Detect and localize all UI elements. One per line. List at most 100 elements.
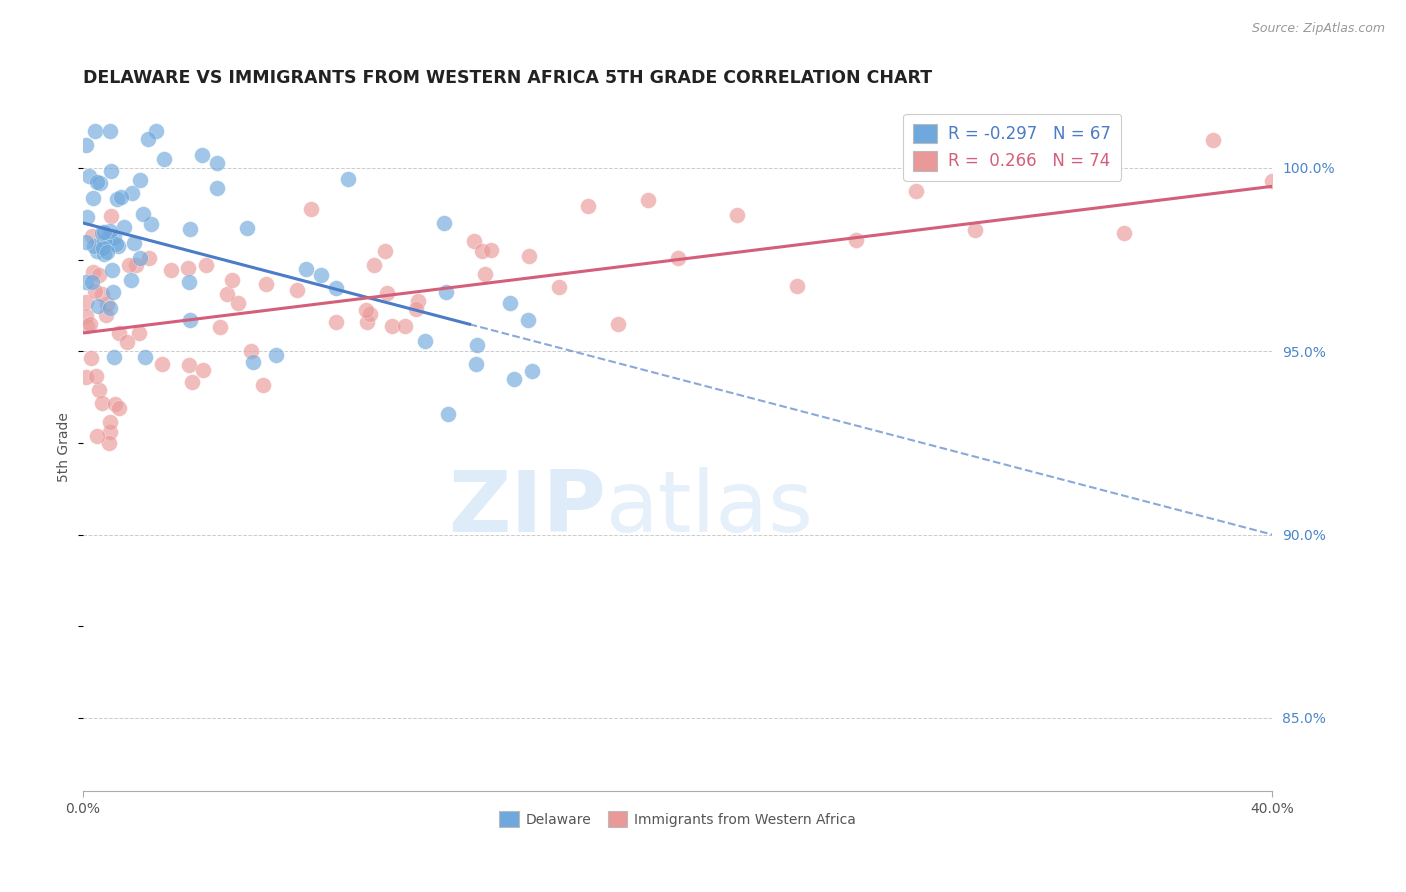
Point — [242, 355, 264, 369]
Point — [101, 285, 124, 299]
Point — [145, 124, 167, 138]
Text: ZIP: ZIP — [449, 467, 606, 550]
Point — [394, 318, 416, 333]
Point — [194, 258, 217, 272]
Point — [1202, 133, 1225, 147]
Point — [86, 175, 108, 189]
Point — [105, 237, 128, 252]
Point — [128, 326, 150, 341]
Point — [295, 262, 318, 277]
Point — [138, 251, 160, 265]
Point — [474, 267, 496, 281]
Point — [79, 169, 101, 183]
Point — [75, 235, 97, 250]
Point — [122, 235, 145, 250]
Point — [136, 132, 159, 146]
Point — [254, 277, 277, 292]
Point — [159, 262, 181, 277]
Point — [479, 243, 502, 257]
Point — [100, 209, 122, 223]
Point — [83, 124, 105, 138]
Point — [153, 152, 176, 166]
Point — [363, 258, 385, 272]
Point — [86, 429, 108, 443]
Point — [375, 286, 398, 301]
Point — [191, 148, 214, 162]
Point — [94, 308, 117, 322]
Point — [264, 348, 287, 362]
Point — [356, 315, 378, 329]
Point — [76, 210, 98, 224]
Point — [112, 219, 135, 234]
Point — [845, 233, 868, 247]
Point — [75, 276, 97, 290]
Point — [1261, 174, 1284, 188]
Point — [87, 299, 110, 313]
Point — [134, 350, 156, 364]
Text: atlas: atlas — [606, 467, 814, 550]
Point — [963, 223, 986, 237]
Point — [89, 176, 111, 190]
Point — [465, 357, 488, 371]
Point — [433, 217, 456, 231]
Point — [405, 302, 427, 317]
Point — [520, 364, 543, 378]
Point — [107, 192, 129, 206]
Point — [100, 164, 122, 178]
Point — [83, 285, 105, 299]
Point — [177, 275, 200, 289]
Point — [98, 425, 121, 439]
Point — [725, 208, 748, 222]
Legend: Delaware, Immigrants from Western Africa: Delaware, Immigrants from Western Africa — [494, 805, 862, 832]
Point — [82, 191, 104, 205]
Point — [547, 280, 569, 294]
Point — [299, 202, 322, 216]
Point — [356, 303, 378, 318]
Point — [374, 244, 396, 259]
Point — [125, 258, 148, 272]
Point — [79, 351, 101, 366]
Point — [98, 224, 121, 238]
Point — [406, 294, 429, 309]
Point — [471, 244, 494, 259]
Point — [181, 375, 204, 389]
Point — [381, 319, 404, 334]
Point — [239, 343, 262, 358]
Point — [139, 217, 162, 231]
Point — [108, 326, 131, 341]
Point — [607, 317, 630, 331]
Point — [205, 181, 228, 195]
Point — [86, 244, 108, 258]
Point — [103, 230, 125, 244]
Point — [107, 401, 129, 415]
Point — [100, 124, 122, 138]
Point — [359, 307, 381, 321]
Point — [498, 295, 520, 310]
Point — [1112, 226, 1135, 240]
Point — [75, 370, 97, 384]
Point — [117, 258, 139, 272]
Point — [93, 235, 115, 249]
Point — [75, 138, 97, 153]
Point — [76, 318, 98, 333]
Point — [82, 265, 104, 279]
Point — [93, 247, 115, 261]
Point — [79, 317, 101, 331]
Point — [75, 309, 97, 323]
Y-axis label: 5th Grade: 5th Grade — [58, 412, 72, 482]
Point — [100, 415, 122, 429]
Point — [97, 231, 120, 245]
Point — [103, 350, 125, 364]
Point — [104, 397, 127, 411]
Point — [98, 301, 121, 315]
Point — [463, 235, 485, 249]
Point — [517, 249, 540, 263]
Point — [128, 173, 150, 187]
Point — [129, 252, 152, 266]
Point — [436, 285, 458, 300]
Point — [96, 244, 118, 259]
Point — [90, 396, 112, 410]
Point — [221, 272, 243, 286]
Point — [516, 312, 538, 326]
Point — [107, 239, 129, 253]
